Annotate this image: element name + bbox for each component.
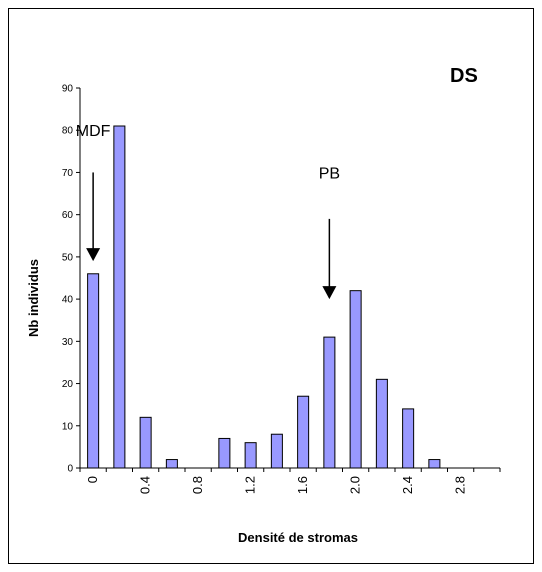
bar-1.8 [323, 336, 336, 469]
bar-0.2 [113, 125, 126, 469]
annotation-label: MDF [76, 123, 111, 140]
x-tick-label: 1.2 [243, 476, 258, 494]
y-tick-label: 70 [62, 168, 74, 179]
bar-1.2 [244, 442, 257, 469]
x-axis-ticks: 0 0.4 0.8 1.2 1.6 2.0 2.4 2.8 [79, 468, 501, 494]
y-tick-label: 0 [67, 464, 73, 475]
y-tick-label: 90 [62, 84, 74, 95]
x-tick-label: 2.8 [453, 476, 468, 494]
bar-0 [87, 273, 100, 469]
bar-0.6 [165, 459, 178, 469]
x-tick-label: 2.4 [400, 476, 415, 494]
y-tick-label: 40 [62, 295, 74, 306]
bars [87, 125, 441, 469]
x-tick-label: 0.8 [190, 476, 205, 494]
y-tick-label: 80 [62, 126, 74, 137]
y-tick-label: 10 [62, 421, 74, 432]
bar-1.0 [218, 437, 231, 469]
y-tick-label: 50 [62, 252, 74, 263]
x-tick-label: 0 [85, 476, 100, 483]
x-tick-label: 2.0 [348, 476, 363, 494]
bar-2.4 [402, 408, 415, 469]
y-tick-label: 60 [62, 210, 74, 221]
y-axis-title: Nb individus [26, 259, 41, 337]
x-axis-title: Densité de stromas [238, 530, 358, 545]
annotation-arrow-head [86, 248, 101, 262]
bar-0.4 [139, 416, 152, 469]
y-tick-label: 20 [62, 379, 74, 390]
bar-1.4 [270, 433, 283, 469]
y-axis-ticks: 0 10 20 30 40 50 60 70 80 90 [62, 84, 80, 475]
y-tick-label: 30 [62, 337, 74, 348]
bar-2.2 [375, 378, 388, 469]
bar-2.6 [428, 459, 441, 469]
annotations: MDF PB [76, 123, 340, 300]
bar-2.0 [349, 290, 362, 469]
x-tick-label: 0.4 [138, 476, 153, 494]
x-tick-label: 1.6 [295, 476, 310, 494]
annotation-arrow-head [322, 286, 337, 300]
annotation-label: PB [319, 165, 340, 182]
bar-1.6 [297, 395, 310, 469]
panel-label: DS [450, 65, 478, 87]
